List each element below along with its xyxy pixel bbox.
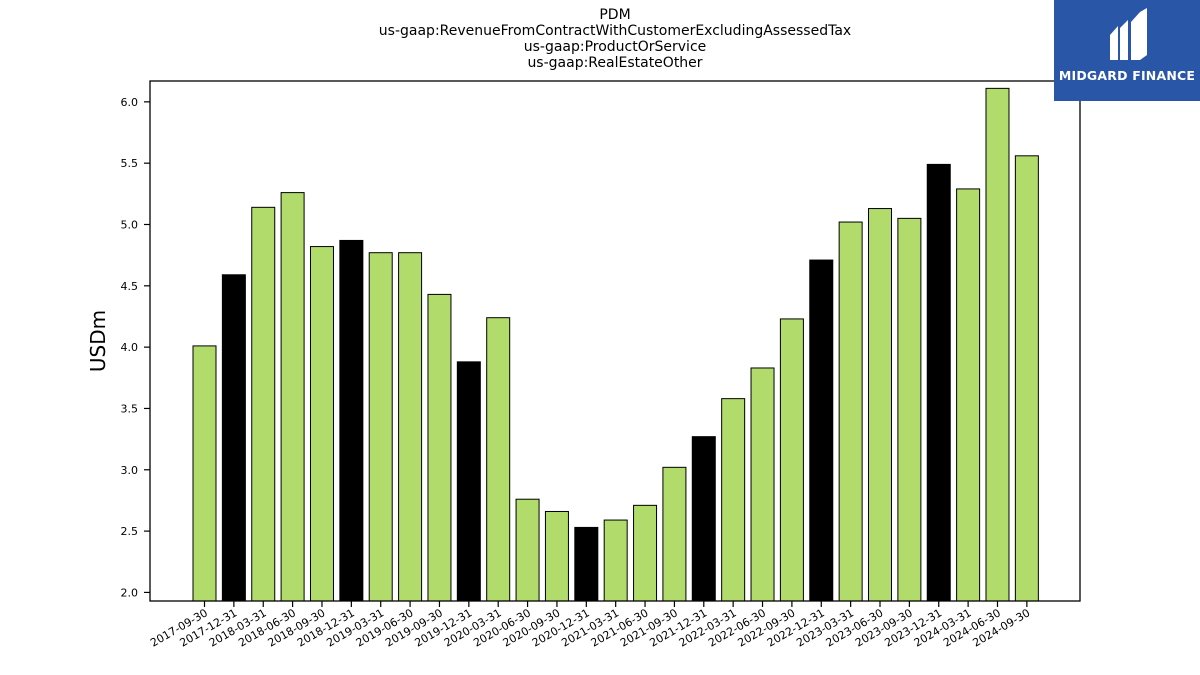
bar-2022-12-31 [809, 259, 834, 602]
y-tick-label: 4.5 [121, 280, 139, 293]
bar-2019-06-30 [398, 252, 423, 602]
bar-2021-03-31 [603, 519, 628, 602]
y-tick-label: 2.5 [121, 525, 139, 538]
y-tick-label: 6.0 [121, 96, 139, 109]
bar-2021-12-31 [691, 436, 716, 602]
bar-2018-06-30 [280, 192, 305, 602]
y-tick-label: 2.0 [121, 586, 139, 599]
bar-2023-03-31 [838, 221, 863, 602]
title-axis: us-gaap:ProductOrService [523, 39, 707, 55]
bar-2017-12-31 [221, 274, 246, 602]
bar-2017-09-30 [192, 345, 217, 602]
bar-2021-06-30 [633, 504, 658, 602]
midgard-logo-icon [1110, 8, 1147, 60]
y-tick-label: 5.0 [121, 218, 139, 231]
bar-2024-03-31 [956, 188, 981, 602]
bar-2022-09-30 [779, 318, 804, 602]
bar-2020-12-31 [574, 526, 599, 602]
bar-2020-03-31 [486, 317, 511, 602]
bar-2018-09-30 [309, 246, 334, 602]
bar-2022-03-31 [721, 398, 746, 602]
bar-2019-03-31 [368, 252, 393, 602]
bar-2021-09-30 [662, 466, 687, 602]
title-ticker: PDM [599, 7, 631, 23]
y-tick-label: 3.0 [121, 464, 139, 477]
bar-2020-06-30 [515, 498, 540, 602]
bar-2024-09-30 [1014, 155, 1039, 602]
midgard-finance-logo: MIDGARD FINANCE [1054, 0, 1200, 101]
bar-2020-09-30 [544, 510, 569, 602]
title-member: us-gaap:RealEstateOther [527, 55, 703, 71]
y-axis-label: USDm [86, 310, 110, 372]
bar-2023-09-30 [897, 217, 922, 602]
plot-frame [149, 80, 1081, 602]
y-tick-label: 4.0 [121, 341, 139, 354]
bar-2019-12-31 [456, 361, 481, 602]
bar-2023-06-30 [868, 208, 893, 602]
y-tick-label: 5.5 [121, 157, 139, 170]
bar-2018-03-31 [251, 206, 276, 602]
bar-2023-12-31 [926, 163, 951, 602]
title-concept: us-gaap:RevenueFromContractWithCustomerE… [378, 23, 852, 39]
y-tick-label: 3.5 [121, 402, 139, 415]
bar-2022-06-30 [750, 367, 775, 602]
bar-2024-06-30 [985, 87, 1010, 602]
bar-2018-12-31 [339, 239, 364, 602]
bar-2019-09-30 [427, 293, 452, 602]
logo-text: MIDGARD FINANCE [1058, 68, 1196, 83]
